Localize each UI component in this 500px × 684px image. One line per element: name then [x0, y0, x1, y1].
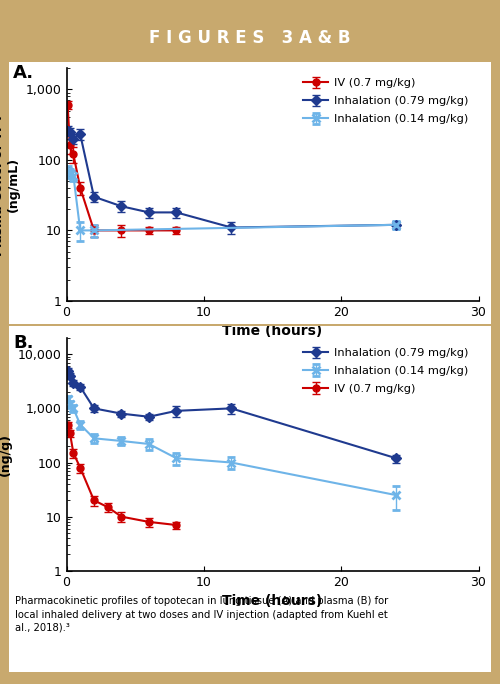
X-axis label: Time (hours): Time (hours) — [222, 324, 322, 339]
Legend: IV (0.7 mg/kg), Inhalation (0.79 mg/kg), Inhalation (0.14 mg/kg): IV (0.7 mg/kg), Inhalation (0.79 mg/kg),… — [298, 74, 473, 129]
Y-axis label: Plasma Conc. of TPT
(ng/mL): Plasma Conc. of TPT (ng/mL) — [0, 113, 20, 256]
X-axis label: Time (hours): Time (hours) — [222, 594, 322, 608]
Text: A.: A. — [13, 64, 34, 82]
Text: B.: B. — [13, 334, 34, 352]
Text: Pharmacokinetic profiles of topotecan in lung tissue (A) and plasma (B) for
loca: Pharmacokinetic profiles of topotecan in… — [15, 596, 388, 633]
Text: F I G U R E S   3 A & B: F I G U R E S 3 A & B — [149, 29, 351, 47]
Legend: Inhalation (0.79 mg/kg), Inhalation (0.14 mg/kg), IV (0.7 mg/kg): Inhalation (0.79 mg/kg), Inhalation (0.1… — [298, 343, 473, 399]
Y-axis label: Lung Conc. of TPT
(ng/g): Lung Conc. of TPT (ng/g) — [0, 391, 12, 518]
